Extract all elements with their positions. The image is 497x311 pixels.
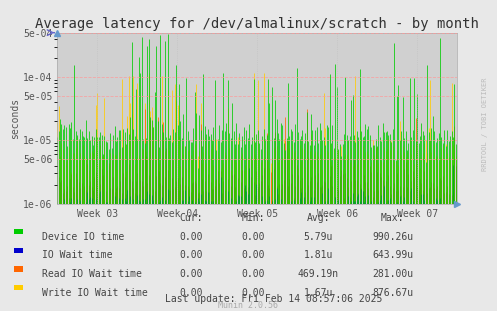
Text: 0.00: 0.00 — [179, 269, 203, 279]
Text: 643.99u: 643.99u — [372, 250, 413, 260]
Text: 1.67u: 1.67u — [303, 288, 333, 298]
Text: IO Wait time: IO Wait time — [42, 250, 113, 260]
Text: Read IO Wait time: Read IO Wait time — [42, 269, 142, 279]
Text: 0.00: 0.00 — [242, 288, 265, 298]
Text: 876.67u: 876.67u — [372, 288, 413, 298]
Text: 5.79u: 5.79u — [303, 232, 333, 242]
Title: Average latency for /dev/almalinux/scratch - by month: Average latency for /dev/almalinux/scrat… — [35, 17, 479, 31]
Y-axis label: seconds: seconds — [10, 98, 20, 139]
Text: 990.26u: 990.26u — [372, 232, 413, 242]
Text: 469.19n: 469.19n — [298, 269, 338, 279]
Text: RRDTOOL / TOBI OETIKER: RRDTOOL / TOBI OETIKER — [482, 78, 488, 171]
Text: 0.00: 0.00 — [242, 269, 265, 279]
Text: Avg:: Avg: — [306, 213, 330, 223]
Text: 0.00: 0.00 — [179, 250, 203, 260]
Text: 0.00: 0.00 — [179, 232, 203, 242]
Text: 281.00u: 281.00u — [372, 269, 413, 279]
Text: Write IO Wait time: Write IO Wait time — [42, 288, 148, 298]
Text: Last update: Fri Feb 14 08:57:06 2025: Last update: Fri Feb 14 08:57:06 2025 — [165, 294, 382, 304]
Text: Munin 2.0.56: Munin 2.0.56 — [219, 301, 278, 310]
Text: Device IO time: Device IO time — [42, 232, 124, 242]
Text: Max:: Max: — [381, 213, 405, 223]
Text: 0.00: 0.00 — [242, 250, 265, 260]
Text: 0.00: 0.00 — [242, 232, 265, 242]
Text: 0.00: 0.00 — [179, 288, 203, 298]
Text: Cur:: Cur: — [179, 213, 203, 223]
Text: Min:: Min: — [242, 213, 265, 223]
Text: 1.81u: 1.81u — [303, 250, 333, 260]
